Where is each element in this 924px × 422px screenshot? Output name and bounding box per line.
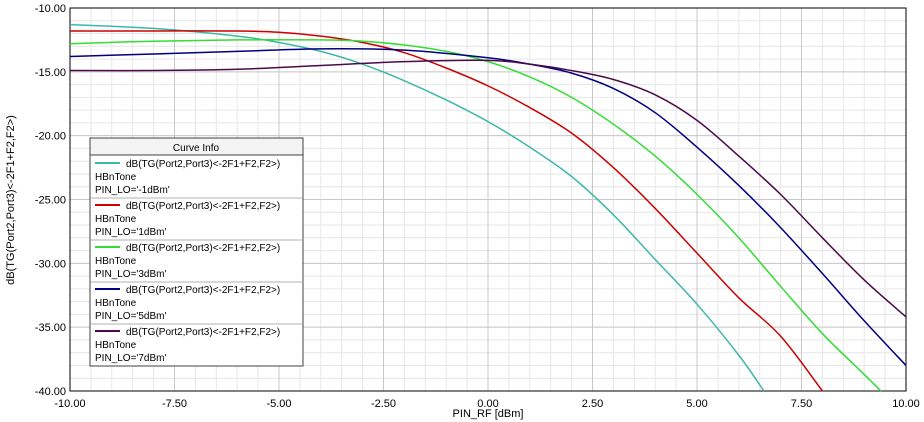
legend-series-sub1: HBnTone xyxy=(95,340,137,351)
x-tick-label: -7.50 xyxy=(162,398,187,410)
series-line-1 xyxy=(69,23,765,392)
legend-series-sub2: PIN_LO='3dBm' xyxy=(95,269,166,280)
legend-title-bar xyxy=(89,137,304,156)
legend-series-name: dB(TG(Port2,Port3)<-2F1+F2,F2>) xyxy=(126,327,280,338)
legend-frame xyxy=(89,137,304,367)
x-axis-label: PIN_RF [dBm] xyxy=(453,408,524,420)
x-tick-label: 7.50 xyxy=(791,398,812,410)
y-tick-label: -40.00 xyxy=(35,386,66,398)
y-tick-label: -15.00 xyxy=(35,67,66,79)
series-line-5 xyxy=(69,59,907,318)
x-tick-label: 0.00 xyxy=(477,398,498,410)
legend-series-sub1: HBnTone xyxy=(95,214,137,225)
series-line-2 xyxy=(70,30,823,392)
legend-title: Curve Info xyxy=(173,143,220,154)
legend-series-sub1: HBnTone xyxy=(95,298,137,309)
legend-series-sub2: PIN_LO='5dBm' xyxy=(95,311,166,322)
y-axis-ticks: -10.00 -15.00 -20.00 -25.00 -30.00 -35.00 -40.… xyxy=(35,3,66,398)
legend-series-name: dB(TG(Port2,Port3)<-2F1+F2,F2>) xyxy=(126,243,280,254)
legend-box: Curve Info dB(TG(Port2,Port3)<-2F1+F2,F2… xyxy=(89,137,304,367)
y-tick-label: -25.00 xyxy=(35,195,66,207)
legend-series-sub2: PIN_LO='-1dBm' xyxy=(95,185,170,196)
legend-series-name: dB(TG(Port2,Port3)<-2F1+F2,F2>) xyxy=(126,159,280,170)
y-axis-label: dB(TG(Port2,Port3)<-2F1+F2,F2>) xyxy=(5,115,17,285)
x-axis-ticks: -10.00 -7.50 -5.00 -2.50 0.00 2.50 5.00 7.50 10.… xyxy=(54,398,919,410)
legend-series-sub1: HBnTone xyxy=(95,256,137,267)
series-line-3 xyxy=(69,39,882,392)
legend-entries: dB(TG(Port2,Port3)<-2F1+F2,F2>) HBnTone PI… xyxy=(91,159,302,364)
x-tick-label: -2.50 xyxy=(371,398,396,410)
x-tick-label: 2.50 xyxy=(582,398,603,410)
y-tick-label: -20.00 xyxy=(35,131,66,143)
x-tick-label: 5.00 xyxy=(686,398,707,410)
x-tick-label: 10.00 xyxy=(892,398,920,410)
legend-series-sub2: PIN_LO='1dBm' xyxy=(95,227,166,238)
x-tick-label: -5.00 xyxy=(266,398,291,410)
legend-series-name: dB(TG(Port2,Port3)<-2F1+F2,F2>) xyxy=(126,201,280,212)
x-tick-label: -10.00 xyxy=(54,398,85,410)
y-tick-label: -30.00 xyxy=(35,258,66,270)
legend-series-name: dB(TG(Port2,Port3)<-2F1+F2,F2>) xyxy=(126,285,280,296)
y-tick-label: -10.00 xyxy=(35,3,66,15)
plot-frame xyxy=(69,7,907,392)
series-line-4 xyxy=(69,48,907,366)
legend-series-sub2: PIN_LO='7dBm' xyxy=(95,353,166,364)
y-tick-label: -35.00 xyxy=(35,322,66,334)
series-layer xyxy=(69,23,907,392)
legend-series-sub1: HBnTone xyxy=(95,172,137,183)
